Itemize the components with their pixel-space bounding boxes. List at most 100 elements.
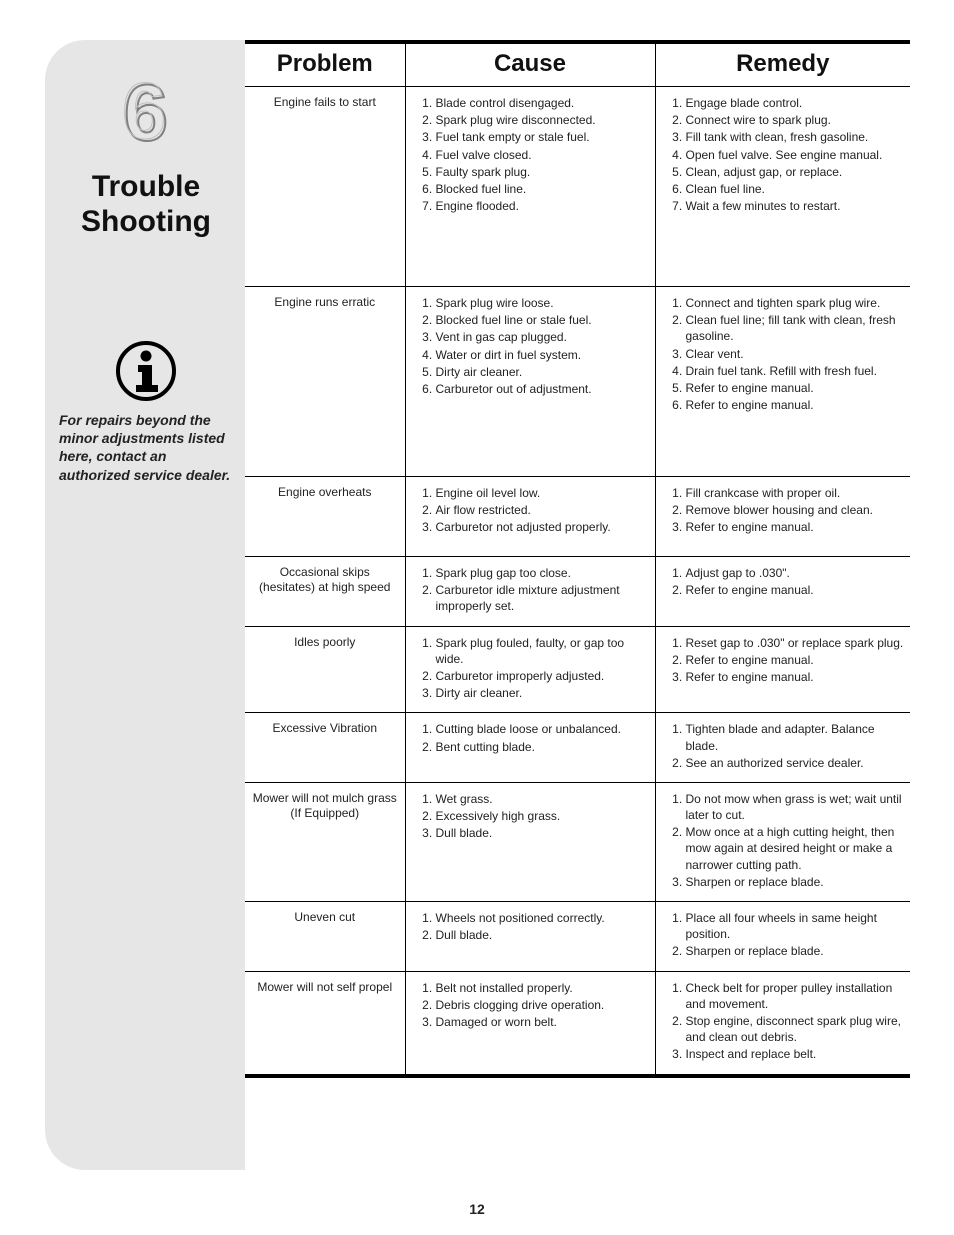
- list-item: Carburetor out of adjustment.: [436, 381, 649, 397]
- list-item: Clean fuel line.: [686, 181, 905, 197]
- cause-cell: Wheels not positioned correctly.Dull bla…: [405, 902, 655, 972]
- list-item: Cutting blade loose or unbalanced.: [436, 721, 649, 737]
- list-item: Spark plug wire disconnected.: [436, 112, 649, 128]
- col-header-problem: Problem: [245, 42, 405, 87]
- troubleshooting-table: Problem Cause Remedy Engine fails to sta…: [245, 40, 910, 1078]
- remedy-cell: Fill crankcase with proper oil.Remove bl…: [655, 477, 910, 557]
- table-row: Mower will not mulch grass (If Equipped)…: [245, 782, 910, 901]
- list-item: Refer to engine manual.: [686, 669, 905, 685]
- list-item: Fuel tank empty or stale fuel.: [436, 129, 649, 145]
- cause-cell: Spark plug wire loose.Blocked fuel line …: [405, 287, 655, 477]
- remedy-list: Check belt for proper pulley installatio…: [662, 980, 905, 1063]
- list-item: Engage blade control.: [686, 95, 905, 111]
- remedy-cell: Reset gap to .030" or replace spark plug…: [655, 626, 910, 713]
- problem-cell: Engine runs erratic: [245, 287, 405, 477]
- cause-list: Wheels not positioned correctly.Dull bla…: [412, 910, 649, 943]
- remedy-cell: Tighten blade and adapter. Balance blade…: [655, 713, 910, 783]
- list-item: Sharpen or replace blade.: [686, 943, 905, 959]
- troubleshooting-table-wrap: Problem Cause Remedy Engine fails to sta…: [245, 40, 910, 1078]
- list-item: Fill tank with clean, fresh gasoline.: [686, 129, 905, 145]
- list-item: Dull blade.: [436, 927, 649, 943]
- list-item: Bent cutting blade.: [436, 739, 649, 755]
- list-item: Air flow restricted.: [436, 502, 649, 518]
- list-item: Fill crankcase with proper oil.: [686, 485, 905, 501]
- page: 6 6 Trouble Shooting For repairs beyond …: [0, 0, 954, 1235]
- problem-cell: Uneven cut: [245, 902, 405, 972]
- problem-cell: Mower will not self propel: [245, 971, 405, 1075]
- cause-cell: Blade control disengaged.Spark plug wire…: [405, 87, 655, 287]
- list-item: Carburetor not adjusted properly.: [436, 519, 649, 535]
- list-item: Spark plug gap too close.: [436, 565, 649, 581]
- list-item: Tighten blade and adapter. Balance blade…: [686, 721, 905, 753]
- list-item: Drain fuel tank. Refill with fresh fuel.: [686, 363, 905, 379]
- cause-list: Spark plug fouled, faulty, or gap too wi…: [412, 635, 649, 702]
- list-item: Clean, adjust gap, or replace.: [686, 164, 905, 180]
- problem-cell: Occasional skips (hesitates) at high spe…: [245, 557, 405, 627]
- cause-list: Wet grass.Excessively high grass.Dull bl…: [412, 791, 649, 842]
- list-item: See an authorized service dealer.: [686, 755, 905, 771]
- list-item: Open fuel valve. See engine manual.: [686, 147, 905, 163]
- list-item: Check belt for proper pulley installatio…: [686, 980, 905, 1012]
- table-row: Mower will not self propelBelt not insta…: [245, 971, 910, 1075]
- list-item: Fuel valve closed.: [436, 147, 649, 163]
- remedy-cell: Adjust gap to .030".Refer to engine manu…: [655, 557, 910, 627]
- list-item: Place all four wheels in same height pos…: [686, 910, 905, 942]
- col-header-cause: Cause: [405, 42, 655, 87]
- remedy-list: Place all four wheels in same height pos…: [662, 910, 905, 960]
- col-header-remedy: Remedy: [655, 42, 910, 87]
- list-item: Clean fuel line; fill tank with clean, f…: [686, 312, 905, 344]
- list-item: Refer to engine manual.: [686, 397, 905, 413]
- cause-cell: Spark plug fouled, faulty, or gap too wi…: [405, 626, 655, 713]
- table-row: Occasional skips (hesitates) at high spe…: [245, 557, 910, 627]
- remedy-list: Engage blade control.Connect wire to spa…: [662, 95, 905, 214]
- list-item: Damaged or worn belt.: [436, 1014, 649, 1030]
- list-item: Dull blade.: [436, 825, 649, 841]
- problem-cell: Excessive Vibration: [245, 713, 405, 783]
- list-item: Refer to engine manual.: [686, 652, 905, 668]
- info-icon: [59, 339, 233, 403]
- remedy-list: Tighten blade and adapter. Balance blade…: [662, 721, 905, 771]
- remedy-cell: Place all four wheels in same height pos…: [655, 902, 910, 972]
- list-item: Mow once at a high cutting height, then …: [686, 824, 905, 873]
- remedy-list: Connect and tighten spark plug wire.Clea…: [662, 295, 905, 413]
- list-item: Connect and tighten spark plug wire.: [686, 295, 905, 311]
- list-item: Refer to engine manual.: [686, 519, 905, 535]
- problem-cell: Idles poorly: [245, 626, 405, 713]
- cause-list: Spark plug gap too close.Carburetor idle…: [412, 565, 649, 615]
- table-row: Idles poorlySpark plug fouled, faulty, o…: [245, 626, 910, 713]
- problem-cell: Engine overheats: [245, 477, 405, 557]
- remedy-list: Adjust gap to .030".Refer to engine manu…: [662, 565, 905, 598]
- cause-list: Blade control disengaged.Spark plug wire…: [412, 95, 649, 214]
- list-item: Connect wire to spark plug.: [686, 112, 905, 128]
- list-item: Spark plug wire loose.: [436, 295, 649, 311]
- table-row: Uneven cutWheels not positioned correctl…: [245, 902, 910, 972]
- remedy-cell: Do not mow when grass is wet; wait until…: [655, 782, 910, 901]
- cause-list: Engine oil level low.Air flow restricted…: [412, 485, 649, 536]
- list-item: Remove blower housing and clean.: [686, 502, 905, 518]
- table-row: Excessive VibrationCutting blade loose o…: [245, 713, 910, 783]
- svg-text:6: 6: [122, 70, 167, 155]
- cause-list: Cutting blade loose or unbalanced. Bent c…: [412, 721, 649, 754]
- remedy-list: Reset gap to .030" or replace spark plug…: [662, 635, 905, 686]
- cause-list: Belt not installed properly.Debris clogg…: [412, 980, 649, 1031]
- list-item: Dirty air cleaner.: [436, 364, 649, 380]
- list-item: Water or dirt in fuel system.: [436, 347, 649, 363]
- list-item: Carburetor improperly adjusted.: [436, 668, 649, 684]
- cause-cell: Cutting blade loose or unbalanced. Bent c…: [405, 713, 655, 783]
- cause-cell: Wet grass.Excessively high grass.Dull bl…: [405, 782, 655, 901]
- list-item: Vent in gas cap plugged.: [436, 329, 649, 345]
- list-item: Wait a few minutes to restart.: [686, 198, 905, 214]
- table-row: Engine fails to startBlade control disen…: [245, 87, 910, 287]
- list-item: Refer to engine manual.: [686, 582, 905, 598]
- list-item: Reset gap to .030" or replace spark plug…: [686, 635, 905, 651]
- table-row: Engine runs erraticSpark plug wire loose…: [245, 287, 910, 477]
- list-item: Clear vent.: [686, 346, 905, 362]
- list-item: Sharpen or replace blade.: [686, 874, 905, 890]
- cause-list: Spark plug wire loose.Blocked fuel line …: [412, 295, 649, 397]
- list-item: Inspect and replace belt.: [686, 1046, 905, 1062]
- list-item: Wheels not positioned correctly.: [436, 910, 649, 926]
- list-item: Carburetor idle mixture adjustment impro…: [436, 582, 649, 614]
- problem-cell: Mower will not mulch grass (If Equipped): [245, 782, 405, 901]
- list-item: Blocked fuel line or stale fuel.: [436, 312, 649, 328]
- remedy-list: Fill crankcase with proper oil.Remove bl…: [662, 485, 905, 536]
